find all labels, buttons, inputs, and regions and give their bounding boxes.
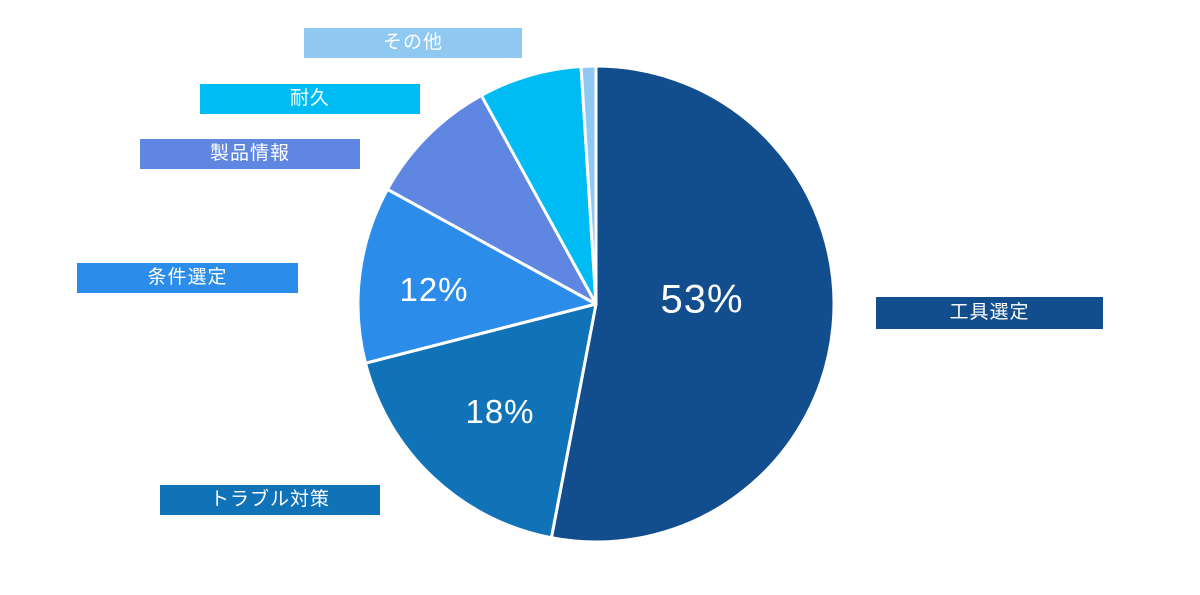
category-label-tool-selection: 工具選定 xyxy=(876,297,1103,329)
category-label-product-info: 製品情報 xyxy=(140,139,360,169)
pie-slice-2 xyxy=(356,187,598,365)
pie-slice-4 xyxy=(479,64,598,306)
pie-slice-3 xyxy=(385,93,598,306)
category-label-other: その他 xyxy=(304,28,522,58)
slice-value-label-condition-selection: 12% xyxy=(399,271,469,308)
slice-value-label-tool-selection: 53% xyxy=(660,277,744,322)
category-label-trouble-handling: トラブル対策 xyxy=(160,485,380,515)
pie-slice-0 xyxy=(549,64,836,544)
slice-value-label-trouble-handling: 18% xyxy=(465,393,535,430)
category-label-condition-selection: 条件選定 xyxy=(77,263,298,293)
pie-slice-1 xyxy=(363,302,598,540)
category-label-durability: 耐久 xyxy=(200,84,420,114)
pie-slice-5 xyxy=(579,64,598,306)
